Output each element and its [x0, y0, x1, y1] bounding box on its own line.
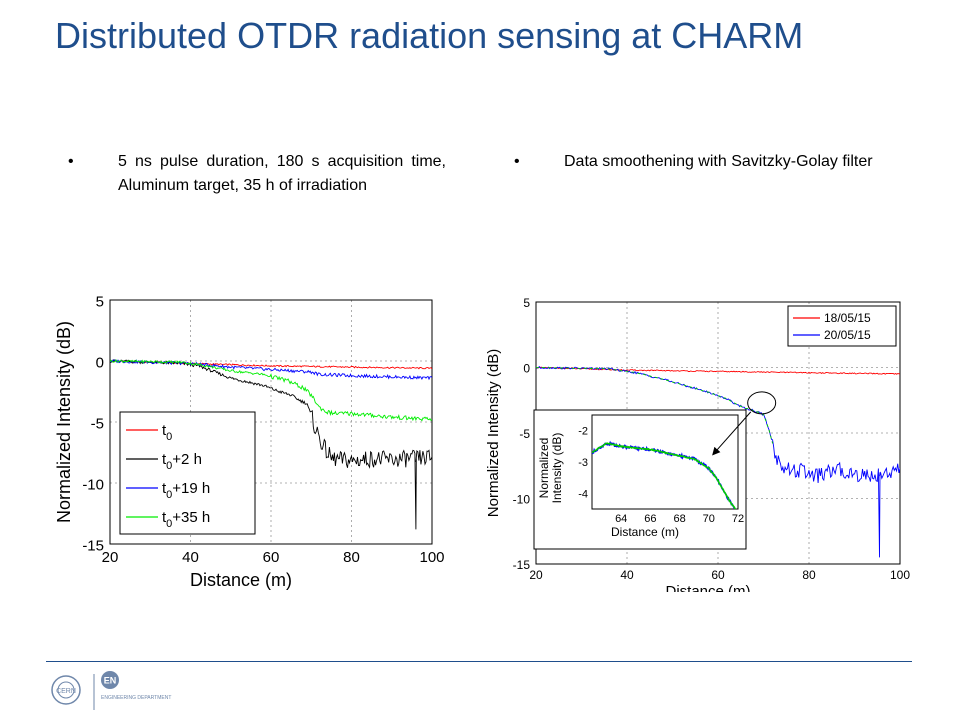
chart1-y-tick-label: 5	[96, 294, 104, 311]
chart1-plot-frame	[109, 299, 433, 545]
chart1-legend-box	[119, 411, 256, 535]
chart2-inset-y-label: NormalizedIntensity (dB)	[537, 433, 564, 504]
chart2-legend-box	[787, 305, 897, 347]
chart1-x-tick-label: 80	[343, 549, 360, 566]
chart2-y-tick-label: -5	[519, 427, 530, 441]
chart1-series-line	[110, 359, 432, 422]
chart2-y-tick-label: -10	[513, 493, 531, 507]
chart1-y-tick-label: 0	[96, 355, 104, 372]
cern-logo-text: CERN	[56, 688, 76, 695]
chart2-zoom-arrow	[712, 411, 752, 456]
cern-logo-icon: CERN	[51, 675, 81, 705]
chart2-inset-x-tick: 70	[703, 513, 715, 525]
chart1-series-line	[110, 359, 432, 530]
chart1-y-tick-label: -15	[82, 538, 104, 555]
chart1-x-axis-label: Distance (m)	[190, 570, 292, 590]
chart1-legend-label: t0+19 h	[162, 480, 210, 501]
chart2-inset-x-tick: 68	[673, 513, 685, 525]
otdr-chart-smoothing: 20 40 60 80 100 5 0 -5 -10 -15 18/05/15 20/05/15 64 6…	[485, 296, 910, 592]
chart1-legend-label: t0	[162, 422, 172, 443]
en-logo-icon: EN ENGINEERING DEPARTMENT	[101, 671, 171, 701]
chart2-series-line	[536, 366, 900, 375]
chart1-x-tick-label: 60	[263, 549, 280, 566]
chart2-inset-x-tick: 66	[644, 513, 656, 525]
chart1-legend: t0 t0+2 h t0+19 h t0+35 h	[119, 411, 256, 535]
chart1-y-tick-label: -5	[91, 416, 104, 433]
bullet-dot: •	[68, 153, 74, 170]
otdr-chart-irradiation: 20 40 60 80 100 5 0 -5 -10 -15 t0 t0+2 h t0+19 h t0+3…	[54, 294, 445, 591]
chart2-inset-x-label: Distance (m)	[611, 525, 679, 539]
chart2-x-axis-label: Distance (m)	[665, 583, 750, 592]
chart1-x-tick-label: 40	[182, 549, 199, 566]
chart2-x-tick-label: 60	[711, 568, 725, 582]
chart2-y-tick-label: 5	[523, 296, 530, 310]
en-department-text: ENGINEERING DEPARTMENT	[101, 695, 171, 701]
chart1-x-tick-label: 100	[419, 549, 444, 566]
chart2-x-tick-label: 80	[802, 568, 816, 582]
chart2-inset-y-tick: -3	[578, 457, 588, 469]
chart2-y-axis-label: Normalized Intensity (dB)	[485, 349, 502, 517]
chart2-inset-smooth-line	[592, 442, 737, 509]
bullet-left-text: 5 ns pulse duration, 180 s acquisition t…	[118, 153, 446, 194]
chart1-legend-label: t0+2 h	[162, 451, 202, 472]
chart2-inset-frame	[591, 414, 739, 510]
chart2-y-tick-label: 0	[523, 362, 530, 376]
bullet-right-text: Data smoothening with Savitzky-Golay fil…	[564, 153, 873, 170]
en-logo-text: EN	[104, 676, 117, 686]
footer-logos: CERN EN ENGINEERING DEPARTMENT	[51, 671, 171, 710]
chart2-inset-x-tick: 64	[615, 513, 627, 525]
chart2-legend: 18/05/15 20/05/15	[787, 305, 897, 347]
chart2-inset-x-tick: 72	[732, 513, 744, 525]
chart2-legend-label: 20/05/15	[824, 328, 871, 342]
chart2-inset-y-tick: -2	[578, 426, 588, 438]
bullet-right: • Data smoothening with Savitzky-Golay f…	[514, 150, 886, 174]
slide-title: Distributed OTDR radiation sensing at CH…	[55, 15, 804, 56]
chart1-legend-label: t0+35 h	[162, 509, 210, 530]
chart2-y-tick-label: -15	[513, 558, 531, 572]
chart2-x-tick-label: 40	[620, 568, 634, 582]
chart2-x-tick-label: 20	[529, 568, 543, 582]
bullet-dot: •	[514, 153, 520, 170]
chart1-x-tick-label: 20	[102, 549, 119, 566]
chart2-x-tick-label: 100	[890, 568, 910, 582]
chart2-inset-y-tick: -4	[578, 488, 588, 500]
chart1-y-tick-label: -10	[82, 477, 104, 494]
chart2-series-group	[536, 365, 900, 558]
chart1-y-axis-label: Normalized Intensity (dB)	[54, 321, 74, 523]
chart2-zoom-ellipse	[747, 391, 777, 415]
chart2-legend-label: 18/05/15	[824, 311, 871, 325]
bullet-left: • 5 ns pulse duration, 180 s acquisition…	[68, 150, 446, 198]
footer-divider	[46, 661, 912, 662]
chart1-series-group	[110, 358, 432, 530]
